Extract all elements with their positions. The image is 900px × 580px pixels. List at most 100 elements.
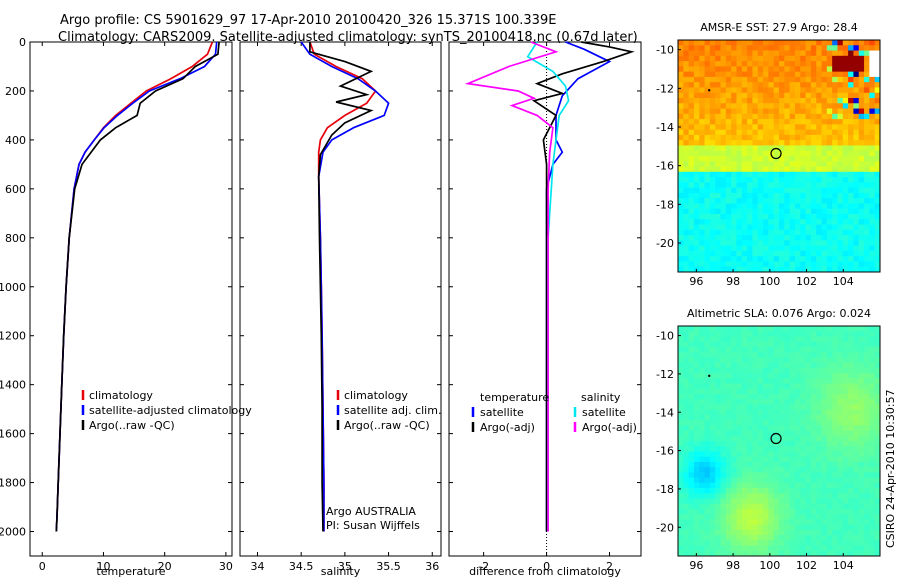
map-cell <box>709 129 716 136</box>
map-cell <box>789 82 796 88</box>
map-cell <box>858 482 865 489</box>
map-cell <box>805 198 812 204</box>
map-cell <box>715 352 721 358</box>
map-cell <box>699 219 705 225</box>
map-cell <box>789 388 796 395</box>
map-cell <box>715 404 721 411</box>
map-cell <box>688 156 695 162</box>
map-cell <box>699 119 705 125</box>
map-cell <box>805 245 812 252</box>
map-cell <box>810 367 817 374</box>
map-cell <box>736 98 743 104</box>
map-cell <box>789 346 796 353</box>
axes-frame-temperature <box>29 41 233 557</box>
map-cell <box>757 82 764 88</box>
map-cell <box>800 82 806 88</box>
map-cell <box>853 134 860 141</box>
credit-label: CSIRO 24-Apr-2010 10:30:57 <box>884 389 897 548</box>
map-cell <box>720 82 727 88</box>
map-cell <box>789 140 796 146</box>
map-cell <box>704 378 711 384</box>
map-cell <box>789 414 796 421</box>
map-cell <box>826 482 833 489</box>
map-cell <box>720 203 727 210</box>
map-cell <box>731 326 737 332</box>
map-cell <box>757 519 764 526</box>
map-cell <box>874 134 881 141</box>
map-cell <box>736 493 743 499</box>
map-cell <box>709 519 716 526</box>
map-cell <box>725 256 732 262</box>
map-cell <box>763 451 769 458</box>
map-cell <box>678 92 684 99</box>
map-cell <box>704 219 711 225</box>
map-cell <box>731 519 737 526</box>
map-cell <box>688 414 695 421</box>
map-cell <box>709 456 716 463</box>
map-cell <box>842 393 849 400</box>
map-cell <box>715 98 721 104</box>
map-cell <box>731 362 737 369</box>
map-cell <box>816 331 822 337</box>
map-cell <box>794 261 801 268</box>
map-cell <box>789 55 796 62</box>
map-cell <box>688 40 695 46</box>
map-cell <box>731 451 737 458</box>
map-cell <box>869 493 876 499</box>
map-cell <box>699 161 705 167</box>
map-cell <box>688 224 695 231</box>
map-cell <box>704 414 711 421</box>
map-cell <box>842 336 849 343</box>
map-cell <box>773 498 780 505</box>
map-cell <box>741 219 748 225</box>
map-cell <box>715 240 721 247</box>
map-cell <box>768 113 775 120</box>
map-cell <box>848 514 854 520</box>
map-cell <box>794 461 801 468</box>
map-cell <box>725 134 732 141</box>
map-x-tick-label: 104 <box>833 275 854 288</box>
map-cell <box>699 82 705 88</box>
map-cell <box>800 182 806 189</box>
map-cell <box>800 404 806 411</box>
map-cell <box>837 66 844 73</box>
map-cell <box>757 45 764 51</box>
map-cell <box>757 498 764 505</box>
map-cell <box>741 119 748 125</box>
map-cell <box>725 535 732 541</box>
map-cell <box>709 235 716 241</box>
map-cell <box>709 40 716 46</box>
map-cell <box>832 498 838 505</box>
map-cell <box>821 61 828 67</box>
map-cell <box>709 145 716 152</box>
map-cell <box>858 383 865 390</box>
map-cell <box>683 545 690 552</box>
map-cell <box>832 482 838 489</box>
map-cell <box>837 409 844 416</box>
x-tick-label: 0 <box>39 560 46 573</box>
map-cell <box>821 134 828 141</box>
map-cell <box>725 341 732 348</box>
map-cell <box>747 50 753 57</box>
map-cell <box>789 198 796 204</box>
map-cell <box>805 414 812 421</box>
map-cell <box>874 76 881 83</box>
map-cell <box>816 55 822 62</box>
map-cell <box>715 192 721 199</box>
map-cell <box>794 266 801 273</box>
map-cell <box>826 524 833 531</box>
map-cell <box>848 352 854 358</box>
map-cell <box>720 55 727 62</box>
map-cell <box>821 451 828 458</box>
map-cell <box>864 61 870 67</box>
map-cell <box>784 367 791 374</box>
map-cell <box>858 519 865 526</box>
map-cell <box>715 82 721 88</box>
map-cell <box>725 150 732 157</box>
map-cell <box>773 367 780 374</box>
map-cell <box>709 214 716 220</box>
map-cell <box>858 378 865 384</box>
map-cell <box>816 198 822 204</box>
map-cell <box>715 156 721 162</box>
map-cell <box>816 61 822 67</box>
